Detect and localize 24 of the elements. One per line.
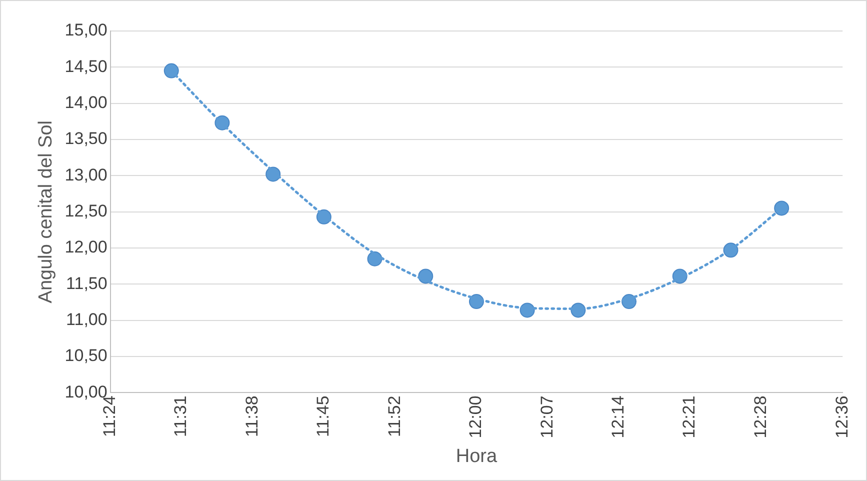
x-tick-label: 11:52 [384,396,404,437]
y-tick-label: 12,50 [64,202,108,221]
x-tick-label: 11:45 [314,396,333,437]
x-tick-label: 12:14 [608,396,628,438]
y-tick-label: 10,50 [64,346,108,366]
point [164,63,179,78]
x-tick-label: 11:38 [242,396,262,437]
x-tick-label: 12:21 [680,396,699,438]
x-tick-label: 12:07 [537,396,556,438]
x-tick-label: 12:00 [466,396,486,438]
x-tick-label: 12:36 [832,396,852,438]
y-axis-title: Angulo cenital del Sol [36,120,57,304]
y-tick-label: 11,50 [66,274,108,293]
y-tick-label: 13,50 [64,129,108,148]
y-tick-label: 14,00 [64,93,108,112]
y-tick-label: 15,00 [64,20,108,40]
x-tick-label: 12:28 [750,396,770,438]
x-axis-title: Hora [456,446,498,467]
y-tick-label: 11,00 [66,310,108,330]
y-tick-label: 14,50 [64,56,108,76]
y-tick-label: 12,00 [64,238,108,257]
y-tick-label: 13,00 [64,165,108,184]
point [774,200,790,216]
x-tick-label: 11:31 [171,396,190,437]
